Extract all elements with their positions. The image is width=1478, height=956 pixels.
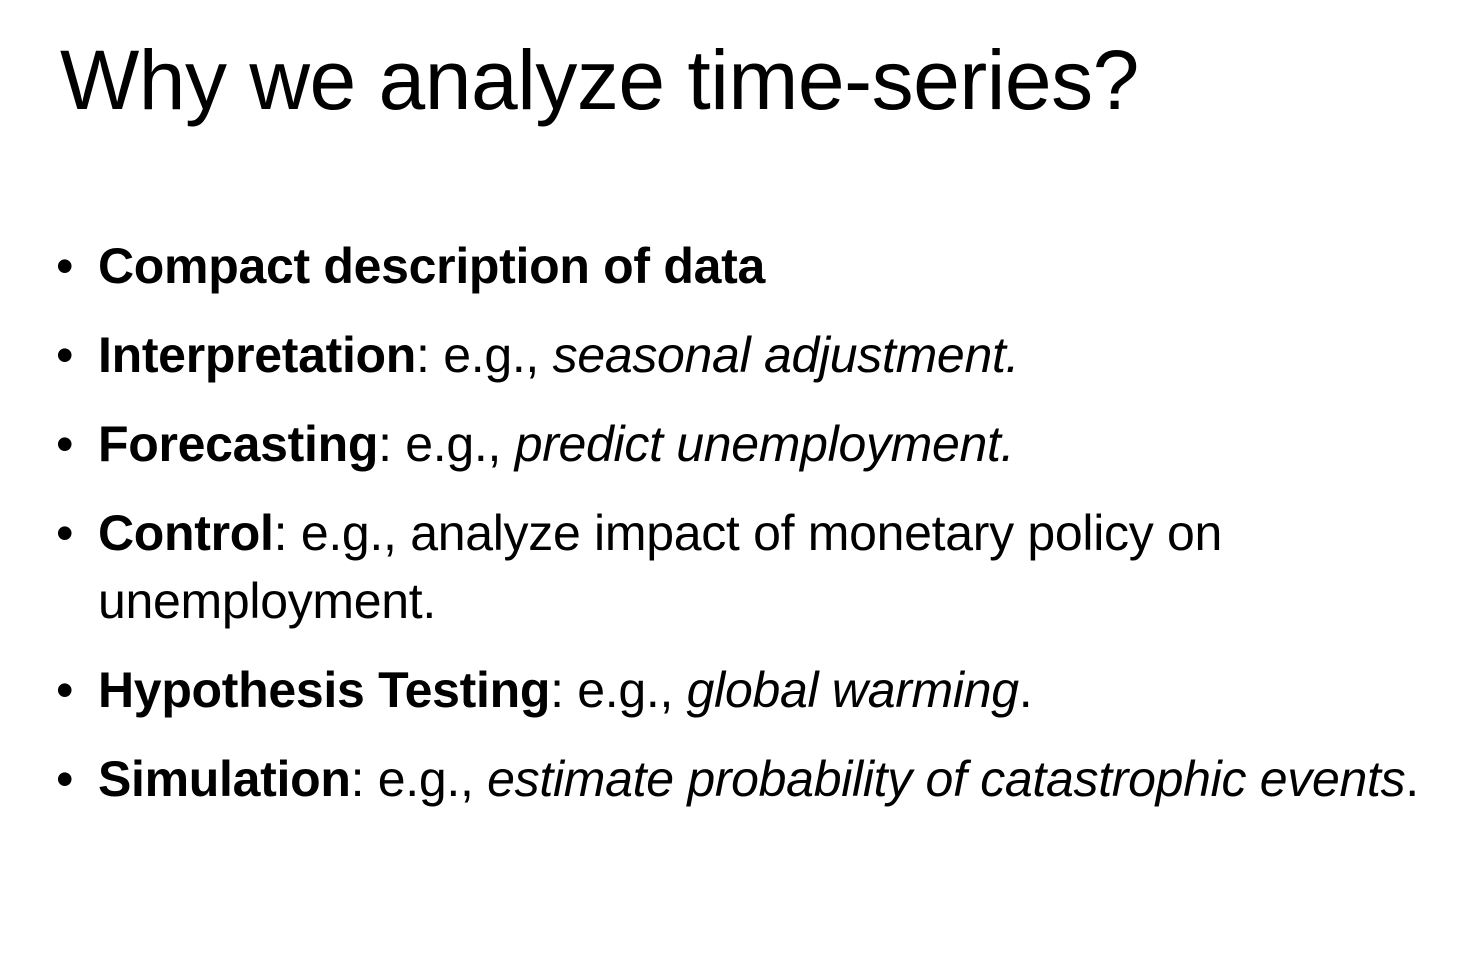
bullet-eg: e.g., xyxy=(377,751,488,807)
bullet-term: Interpretation xyxy=(98,327,417,383)
bullet-term: Compact description of data xyxy=(98,238,765,294)
bullet-term: Control xyxy=(98,505,274,561)
bullet-item-forecasting: • Forecasting: e.g., predict unemploymen… xyxy=(56,410,1446,478)
bullet-end-punctuation: . xyxy=(1018,662,1033,718)
bullet-eg: e.g., analyze impact of monetary policy … xyxy=(98,505,1223,629)
bullet-item-simulation: • Simulation: e.g., estimate probability… xyxy=(56,745,1446,813)
bullet-separator: : xyxy=(378,416,406,472)
bullet-end-punctuation: . xyxy=(1405,751,1419,807)
bullet-dot-icon: • xyxy=(56,751,74,807)
bullet-example: seasonal adjustment. xyxy=(552,327,1020,383)
bullet-eg: e.g., xyxy=(443,327,553,383)
bullet-term: Simulation xyxy=(98,751,351,807)
bullet-eg: e.g., xyxy=(577,662,687,718)
bullet-separator: : xyxy=(273,505,301,561)
bullet-item-hypothesis-testing: • Hypothesis Testing: e.g., global warmi… xyxy=(56,656,1446,724)
bullet-separator: : xyxy=(350,751,378,807)
bullet-example: estimate probability of catastrophic eve… xyxy=(487,751,1406,807)
bullet-item-interpretation: • Interpretation: e.g., seasonal adjustm… xyxy=(56,321,1446,389)
bullet-dot-icon: • xyxy=(56,505,74,561)
bullet-dot-icon: • xyxy=(56,327,74,383)
bullet-list: • Compact description of data • Interpre… xyxy=(56,232,1446,834)
bullet-separator: : xyxy=(550,662,578,718)
bullet-example: global warming xyxy=(686,662,1019,718)
bullet-term: Hypothesis Testing xyxy=(98,662,551,718)
bullet-term: Forecasting xyxy=(98,416,379,472)
bullet-dot-icon: • xyxy=(56,662,74,718)
bullet-item-compact-description: • Compact description of data xyxy=(56,232,1446,300)
bullet-dot-icon: • xyxy=(56,238,74,294)
bullet-eg: e.g., xyxy=(405,416,515,472)
bullet-item-control: • Control: e.g., analyze impact of monet… xyxy=(56,499,1446,635)
bullet-separator: : xyxy=(416,327,444,383)
slide-title: Why we analyze time-series? xyxy=(60,33,1139,127)
bullet-example: predict unemployment. xyxy=(514,416,1015,472)
bullet-dot-icon: • xyxy=(56,416,74,472)
